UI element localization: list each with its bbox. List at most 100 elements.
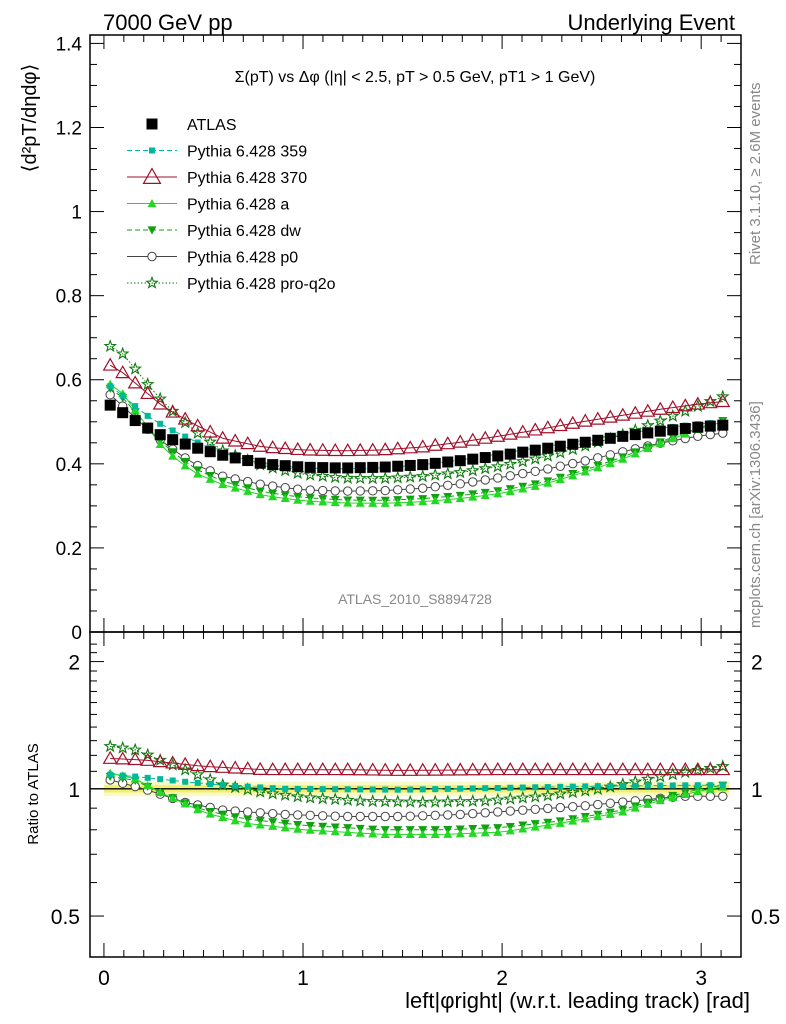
series-line-p370 bbox=[109, 364, 723, 452]
data-point-pp0 bbox=[280, 482, 290, 493]
data-point-p370 bbox=[602, 409, 618, 423]
ratio-point-pa bbox=[255, 820, 265, 829]
ratio-point-pa bbox=[318, 826, 328, 835]
data-point-pa bbox=[618, 454, 628, 463]
data-point-p370 bbox=[715, 393, 731, 408]
y-tick-label: 1.2 bbox=[56, 118, 82, 139]
data-point-p370 bbox=[590, 411, 606, 425]
data-point-pq2o bbox=[353, 471, 368, 485]
series-line-pq2o bbox=[109, 345, 723, 479]
ratio-point-pq2o bbox=[278, 787, 293, 802]
ratio-point-pq2o bbox=[315, 791, 330, 805]
data-point-p370 bbox=[190, 418, 206, 432]
ratio-point-pp0 bbox=[618, 797, 628, 807]
legend-entry-p370: Pythia 6.428 370 bbox=[127, 167, 307, 187]
ratio-point-p359 bbox=[319, 786, 326, 793]
ratio-point-p359 bbox=[607, 783, 614, 790]
data-point-p370 bbox=[265, 440, 281, 454]
ratio-point-p359 bbox=[519, 784, 526, 791]
data-point-pq2o bbox=[703, 394, 718, 408]
ratio-point-pp0 bbox=[368, 811, 378, 822]
data-point-atlas bbox=[429, 457, 441, 469]
ratio-point-p359 bbox=[144, 774, 151, 781]
legend-marker-pq2o bbox=[145, 275, 159, 289]
ratio-point-pq2o bbox=[440, 794, 455, 808]
data-point-pa bbox=[518, 484, 528, 493]
ratio-point-p359 bbox=[169, 777, 176, 784]
ratio-plot: Ratio to ATLAS 0.5 0.5 1 1 2 2 0 1 2 3 bbox=[25, 631, 780, 990]
data-point-atlas bbox=[692, 421, 704, 433]
ratio-tick-label-right: 2 bbox=[751, 652, 763, 675]
data-point-pa bbox=[155, 439, 165, 448]
data-point-pq2o bbox=[403, 469, 418, 483]
ratio-point-pa bbox=[705, 784, 715, 793]
ratio-point-p370 bbox=[190, 758, 206, 772]
ratio-point-pq2o bbox=[378, 794, 393, 808]
ratio-frame bbox=[89, 631, 742, 958]
ratio-point-p370 bbox=[202, 759, 218, 773]
ratio-point-pq2o bbox=[253, 784, 268, 798]
ratio-point-pq2o bbox=[603, 779, 618, 793]
ratio-point-pq2o bbox=[665, 767, 680, 781]
data-point-pa bbox=[643, 444, 653, 453]
ratio-point-pq2o bbox=[715, 759, 730, 773]
legend-entry-p359: Pythia 6.428 359 bbox=[127, 144, 307, 161]
ratio-point-pa bbox=[668, 792, 678, 801]
data-point-pq2o bbox=[303, 467, 318, 481]
mcplots-label: mcplots.cern.ch [arXiv:1306.3436] bbox=[747, 401, 764, 628]
ratio-point-p370 bbox=[427, 762, 443, 776]
data-point-p370 bbox=[315, 442, 331, 456]
data-point-pp0 bbox=[580, 456, 590, 466]
ratio-point-p359 bbox=[644, 782, 651, 789]
data-point-pp0 bbox=[293, 484, 303, 494]
ratio-point-pp0 bbox=[718, 791, 728, 802]
ratio-point-pa bbox=[280, 823, 290, 832]
ratio-point-pp0 bbox=[380, 811, 390, 822]
data-point-pa bbox=[580, 467, 590, 476]
data-point-atlas bbox=[679, 423, 691, 435]
ratio-point-pa bbox=[305, 825, 315, 834]
ratio-point-pq2o bbox=[353, 793, 368, 807]
data-point-p370 bbox=[202, 424, 218, 438]
legend-entry-pp0: Pythia 6.428 p0 bbox=[127, 250, 298, 267]
data-point-pq2o bbox=[490, 459, 505, 473]
data-point-p370 bbox=[377, 442, 393, 456]
ratio-point-p370 bbox=[690, 761, 706, 776]
ratio-point-pq2o bbox=[465, 794, 480, 808]
ratio-point-p370 bbox=[265, 761, 281, 776]
data-point-pp0 bbox=[330, 486, 340, 496]
ratio-point-pq2o bbox=[103, 739, 118, 753]
main-series-layer bbox=[102, 339, 731, 507]
data-point-p370 bbox=[352, 442, 368, 456]
data-point-pq2o bbox=[203, 434, 218, 448]
ratio-tick-label-right: 1 bbox=[751, 779, 763, 802]
ratio-point-p359 bbox=[282, 785, 289, 792]
ratio-point-p370 bbox=[577, 761, 593, 776]
data-point-p370 bbox=[565, 415, 581, 429]
y-tick-label: 0.8 bbox=[56, 287, 82, 308]
ratio-point-p359 bbox=[332, 786, 339, 793]
ratio-point-pp0 bbox=[593, 799, 603, 810]
data-point-pp0 bbox=[530, 466, 540, 477]
ratio-point-pa bbox=[693, 786, 703, 796]
data-point-p370 bbox=[240, 436, 256, 450]
data-point-atlas bbox=[104, 399, 116, 411]
ratio-point-pa bbox=[618, 807, 628, 816]
ratio-point-p359 bbox=[382, 786, 389, 793]
ratio-tick-label: 1 bbox=[68, 779, 80, 802]
data-point-pa bbox=[355, 498, 365, 507]
ratio-point-p370 bbox=[452, 762, 468, 776]
data-point-pa bbox=[505, 487, 515, 496]
data-point-atlas bbox=[592, 434, 604, 446]
data-point-pa bbox=[218, 480, 228, 489]
ratio-point-pq2o bbox=[690, 763, 705, 777]
legend-entry-pdw: Pythia 6.428 dw bbox=[127, 223, 301, 240]
data-point-pp0 bbox=[493, 473, 503, 483]
data-point-atlas bbox=[479, 452, 491, 464]
ratio-point-pp0 bbox=[430, 810, 440, 821]
ratio-point-pa bbox=[443, 829, 453, 838]
data-point-pq2o bbox=[415, 469, 430, 483]
data-point-atlas bbox=[404, 459, 416, 471]
ratio-point-pp0 bbox=[418, 811, 428, 821]
data-point-p370 bbox=[615, 407, 631, 421]
